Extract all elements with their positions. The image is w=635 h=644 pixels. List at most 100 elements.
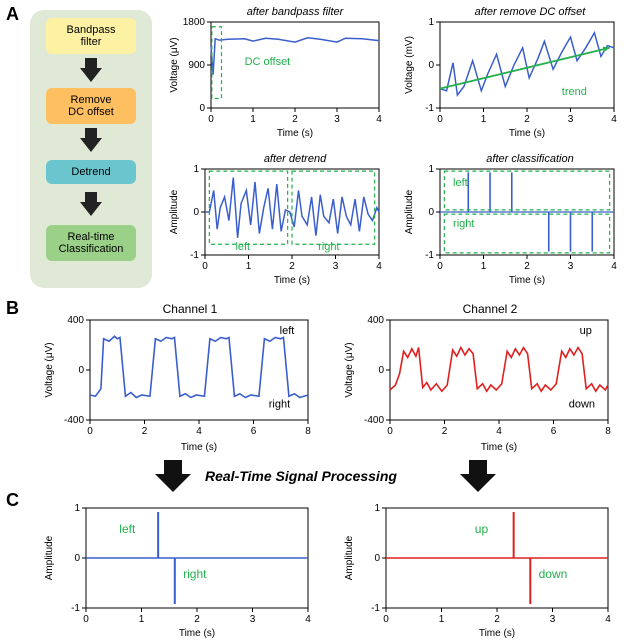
chart-ch1: Channel 1 02468-4000400Time (s)Voltage (…	[40, 302, 320, 452]
panel-label-b: B	[6, 298, 19, 319]
svg-text:0: 0	[199, 103, 205, 114]
svg-text:4: 4	[376, 114, 382, 125]
svg-text:2: 2	[494, 614, 500, 625]
svg-text:1: 1	[250, 114, 256, 125]
svg-text:0: 0	[87, 426, 93, 437]
svg-text:Voltage (μV): Voltage (μV)	[44, 342, 55, 397]
svg-text:1: 1	[246, 261, 252, 272]
svg-text:Time (s): Time (s)	[509, 128, 545, 138]
svg-text:1: 1	[428, 164, 434, 175]
flow-arrow-2	[80, 128, 102, 154]
svg-text:6: 6	[251, 426, 257, 437]
svg-text:-1: -1	[425, 250, 434, 261]
svg-text:up: up	[475, 522, 489, 536]
svg-text:3: 3	[250, 614, 256, 625]
svg-text:right: right	[453, 218, 474, 230]
svg-text:4: 4	[605, 614, 611, 625]
svg-text:1: 1	[74, 503, 80, 514]
svg-text:6: 6	[551, 426, 557, 437]
svg-text:1: 1	[139, 614, 145, 625]
svg-text:0: 0	[78, 365, 84, 376]
svg-text:down: down	[539, 567, 568, 581]
svg-text:2: 2	[142, 426, 148, 437]
chart-classif: after classification 01234-101Time (s)Am…	[400, 155, 622, 285]
svg-text:2: 2	[194, 614, 200, 625]
flow-arrow-1	[80, 58, 102, 84]
svg-text:0: 0	[383, 614, 389, 625]
svg-text:1800: 1800	[183, 17, 206, 28]
chart-ch2-title: Channel 2	[400, 302, 580, 316]
svg-text:Time (s): Time (s)	[481, 442, 517, 452]
svg-text:Voltage (μV): Voltage (μV)	[169, 37, 180, 92]
svg-text:4: 4	[611, 261, 617, 272]
svg-text:0: 0	[378, 365, 384, 376]
svg-text:left: left	[453, 177, 468, 189]
chart-dcoffset-title: after remove DC offset	[440, 6, 620, 18]
svg-text:1: 1	[374, 503, 380, 514]
chart-bandpass: after bandpass filter 0123409001800Time …	[165, 8, 387, 138]
chart-classif-title: after classification	[440, 153, 620, 165]
flow-arrow-3	[80, 192, 102, 218]
svg-text:1: 1	[481, 261, 487, 272]
processing-arrow-left	[155, 460, 191, 494]
flowchart-dc: Remove DC offset	[46, 88, 136, 124]
svg-text:0: 0	[83, 614, 89, 625]
svg-text:-1: -1	[425, 103, 434, 114]
svg-text:Time (s): Time (s)	[479, 628, 515, 638]
processing-label: Real-Time Signal Processing	[205, 468, 397, 484]
svg-text:Time (s): Time (s)	[277, 128, 313, 138]
svg-text:400: 400	[67, 315, 84, 326]
svg-text:3: 3	[333, 261, 339, 272]
svg-text:400: 400	[367, 315, 384, 326]
svg-text:0: 0	[428, 207, 434, 218]
svg-text:0: 0	[193, 207, 199, 218]
svg-text:trend: trend	[562, 86, 587, 98]
svg-text:8: 8	[305, 426, 311, 437]
svg-text:Amplitude: Amplitude	[344, 535, 355, 580]
svg-text:8: 8	[605, 426, 611, 437]
svg-text:left: left	[280, 325, 295, 337]
svg-text:4: 4	[376, 261, 382, 272]
svg-text:0: 0	[74, 553, 80, 564]
svg-text:3: 3	[334, 114, 340, 125]
svg-text:Amplitude: Amplitude	[169, 189, 180, 234]
svg-text:4: 4	[496, 426, 502, 437]
svg-text:right: right	[318, 241, 339, 253]
svg-text:2: 2	[289, 261, 295, 272]
svg-text:Amplitude: Amplitude	[44, 535, 55, 580]
svg-text:1: 1	[193, 164, 199, 175]
svg-text:-400: -400	[64, 415, 84, 426]
svg-text:3: 3	[568, 114, 574, 125]
svg-text:2: 2	[442, 426, 448, 437]
svg-text:DC offset: DC offset	[245, 56, 291, 68]
svg-text:4: 4	[611, 114, 617, 125]
svg-text:right: right	[183, 567, 207, 581]
svg-text:right: right	[269, 399, 290, 411]
svg-text:1: 1	[439, 614, 445, 625]
svg-text:2: 2	[524, 114, 530, 125]
svg-text:0: 0	[437, 261, 443, 272]
chart-c2: 01234-101Time (s)Amplitudeupdown	[340, 498, 620, 638]
svg-text:0: 0	[437, 114, 443, 125]
flowchart-detrend: Detrend	[46, 160, 136, 184]
svg-text:down: down	[569, 399, 595, 411]
svg-text:Time (s): Time (s)	[274, 275, 310, 285]
chart-bandpass-title: after bandpass filter	[205, 6, 385, 18]
svg-text:Time (s): Time (s)	[179, 628, 215, 638]
svg-text:0: 0	[428, 60, 434, 71]
svg-text:Voltage (μV): Voltage (μV)	[344, 342, 355, 397]
chart-detrend: after detrend 01234-101Time (s)Amplitude…	[165, 155, 387, 285]
chart-ch1-title: Channel 1	[100, 302, 280, 316]
svg-text:1: 1	[428, 17, 434, 28]
svg-text:Voltage (mV): Voltage (mV)	[404, 36, 415, 94]
flowchart-bandpass: Bandpass filter	[46, 18, 136, 54]
chart-c1: 01234-101Time (s)Amplitudeleftright	[40, 498, 320, 638]
svg-text:-1: -1	[190, 250, 199, 261]
svg-text:0: 0	[374, 553, 380, 564]
panel-label-c: C	[6, 490, 19, 511]
svg-text:0: 0	[387, 426, 393, 437]
chart-dcoffset: after remove DC offset 01234-101Time (s)…	[400, 8, 622, 138]
svg-text:3: 3	[568, 261, 574, 272]
panel-label-a: A	[6, 4, 19, 25]
svg-text:Amplitude: Amplitude	[404, 189, 415, 234]
